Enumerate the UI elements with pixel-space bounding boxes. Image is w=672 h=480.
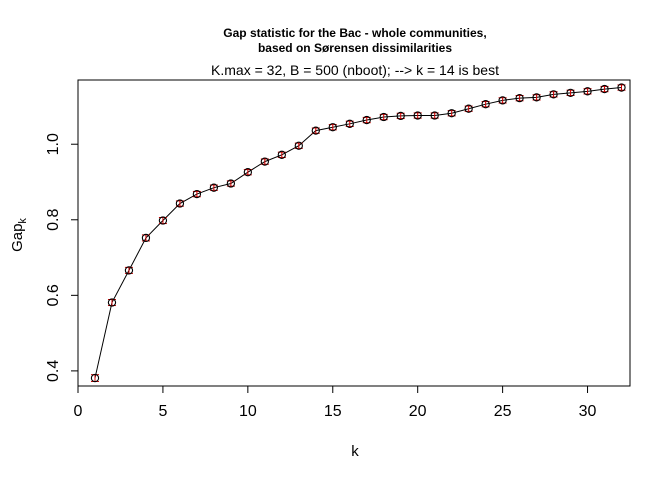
data-point (583, 87, 592, 96)
y-tick-label: 1.0 (45, 133, 62, 155)
data-point (124, 266, 134, 275)
y-axis-label-subscript: k (17, 218, 29, 224)
x-axis: 0 5 10 15 20 25 30 (74, 385, 597, 420)
x-tick-label: 15 (324, 403, 342, 420)
data-point (243, 168, 252, 177)
data-point (515, 93, 524, 103)
series-layer (90, 83, 626, 383)
y-tick-label: 0.8 (45, 209, 62, 231)
data-point (277, 150, 286, 159)
data-point (379, 112, 388, 122)
x-axis-label: k (351, 443, 359, 460)
data-point (498, 96, 507, 105)
data-point (260, 157, 269, 166)
data-point (175, 199, 185, 208)
x-tick-label: 20 (409, 403, 427, 420)
data-point (209, 183, 219, 192)
data-point (532, 93, 541, 102)
data-point (413, 111, 422, 120)
x-tick-label: 25 (494, 403, 512, 420)
chart-subtitle: K.max = 32, B = 500 (nboot); --> k = 14 … (211, 62, 499, 78)
y-axis: 0.4 0.6 0.8 1.0 (45, 133, 79, 382)
data-point (430, 111, 439, 120)
data-point (362, 115, 371, 125)
data-point (464, 104, 473, 113)
data-point (566, 88, 575, 97)
data-point (294, 141, 303, 150)
data-point (328, 123, 337, 132)
y-axis-label-main: Gap (9, 224, 26, 252)
data-point (90, 373, 100, 383)
x-tick-label: 30 (579, 403, 597, 420)
data-point (396, 111, 405, 121)
chart-title-line2: based on Sørensen dissimilarities (258, 41, 452, 55)
data-point (481, 100, 490, 109)
data-point (549, 90, 558, 99)
chart-title-line1: Gap statistic for the Bac - whole commun… (223, 26, 486, 40)
x-tick-label: 10 (239, 403, 257, 420)
y-axis-label: Gapk (9, 218, 29, 252)
y-tick-label: 0.6 (45, 284, 62, 306)
data-point (158, 216, 168, 225)
data-point (345, 119, 354, 128)
data-point (311, 126, 320, 135)
x-tick-label: 0 (74, 403, 83, 420)
data-point (192, 189, 202, 199)
data-point (447, 109, 456, 118)
data-point (226, 179, 236, 188)
data-point (600, 84, 609, 94)
y-tick-label: 0.4 (45, 360, 62, 382)
data-point (141, 233, 151, 243)
data-point (107, 298, 117, 307)
x-tick-label: 5 (158, 403, 167, 420)
data-point (617, 83, 626, 92)
